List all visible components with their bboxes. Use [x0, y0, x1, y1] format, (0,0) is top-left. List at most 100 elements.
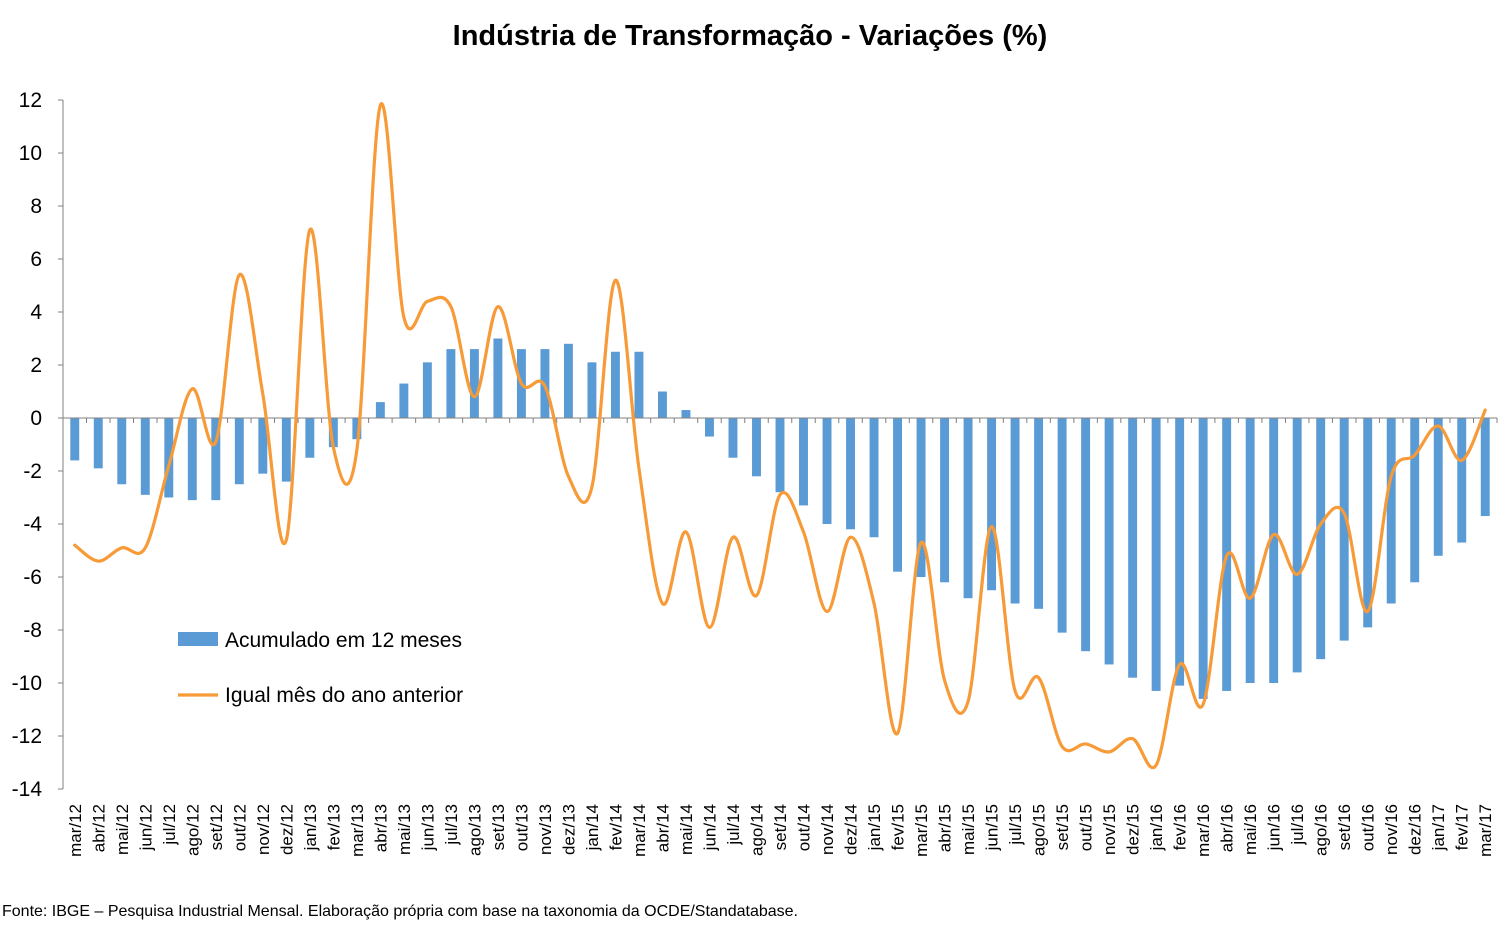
bar-jan/16	[1151, 418, 1161, 691]
bar-abr/12	[93, 418, 103, 469]
bar-set/12	[211, 418, 221, 501]
bar-mar/17	[1480, 418, 1490, 517]
y-tick-label: -10	[12, 672, 42, 695]
bar-jun/16	[1269, 418, 1279, 683]
y-tick-label: -12	[12, 725, 42, 748]
bar-jan/13	[305, 418, 315, 458]
chart-title: Indústria de Transformação - Variações (…	[452, 20, 1048, 52]
x-tick-label: abr/16	[1218, 804, 1237, 852]
x-tick-label: set/12	[207, 804, 226, 850]
bar-jan/14	[587, 362, 597, 418]
bar-jun/12	[140, 418, 150, 495]
x-tick-label: jun/16	[1265, 804, 1284, 851]
x-tick-label: ago/12	[183, 804, 202, 856]
y-tick-label: -14	[12, 778, 43, 801]
bar-dez/15	[1128, 418, 1138, 678]
y-axis-ticks: 12 10 8 6 4 2 0 -2 -4 -6 -8 -10 -12 -14	[12, 89, 63, 801]
x-tick-label: out/13	[512, 804, 531, 851]
legend-label-bars: Acumulado em 12 meses	[225, 629, 462, 652]
y-tick-label: -8	[23, 619, 42, 642]
bar-mai/16	[1245, 418, 1255, 683]
bar-fev/14	[610, 351, 620, 418]
bar-mai/14	[681, 410, 691, 418]
bar-fev/13	[328, 418, 338, 448]
y-tick-label: 12	[19, 89, 42, 112]
x-axis-ticks: mar/12 abr/12 mai/12 jun/12 jul/12 ago/12 set/…	[62, 418, 1498, 857]
bar-mar/13	[352, 418, 362, 440]
legend: Acumulado em 12 meses Igual mês do ano a…	[178, 629, 463, 707]
x-tick-label: set/15	[1053, 804, 1072, 850]
x-tick-label: ago/14	[747, 804, 766, 856]
x-tick-label: nov/15	[1100, 804, 1119, 855]
x-tick-label: jul/15	[1006, 804, 1025, 846]
x-tick-label: jun/13	[418, 804, 437, 851]
x-tick-label: jul/14	[724, 804, 743, 846]
x-tick-label: set/16	[1335, 804, 1354, 850]
x-tick-label: jan/16	[1147, 804, 1166, 851]
bar-jun/14	[705, 418, 714, 437]
bar-dez/13	[563, 343, 573, 418]
y-tick-label: 6	[30, 248, 42, 271]
bar-nov/15	[1104, 418, 1114, 665]
x-tick-label: ago/15	[1030, 804, 1049, 856]
bar-jul/13	[446, 349, 456, 418]
bar-mai/15	[963, 418, 973, 599]
y-tick-label: -2	[23, 460, 42, 483]
bar-ago/15	[1034, 418, 1044, 609]
x-tick-label: jul/13	[442, 804, 461, 846]
bar-jul/12	[164, 418, 174, 498]
x-tick-label: ago/13	[465, 804, 484, 856]
line-series	[73, 102, 1487, 770]
x-tick-label: mar/16	[1194, 804, 1213, 857]
x-tick-label: mai/12	[113, 804, 132, 855]
bar-set/14	[775, 418, 785, 493]
bar-ago/13	[469, 349, 479, 418]
bar-set/16	[1339, 418, 1349, 641]
x-tick-label: mar/13	[348, 804, 367, 857]
x-tick-label: ago/16	[1312, 804, 1331, 856]
x-tick-label: mar/14	[630, 804, 649, 857]
bar-abr/15	[940, 418, 950, 583]
source-note: Fonte: IBGE – Pesquisa Industrial Mensal…	[2, 903, 798, 920]
x-tick-label: fev/13	[324, 804, 343, 850]
bar-jul/15	[1010, 418, 1020, 604]
y-tick-label: 0	[30, 407, 42, 430]
x-tick-label: jun/15	[983, 804, 1002, 851]
x-tick-label: dez/14	[842, 804, 861, 855]
bar-fev/16	[1175, 418, 1185, 686]
bar-jul/14	[728, 418, 738, 458]
x-tick-label: mai/16	[1241, 804, 1260, 855]
bar-dez/14	[846, 418, 855, 530]
bar-fev/15	[893, 418, 903, 572]
y-tick-label: 10	[19, 142, 42, 165]
x-tick-label: mai/14	[677, 804, 696, 855]
bar-mar/14	[634, 351, 644, 418]
bar-set/15	[1057, 418, 1067, 633]
bar-out/12	[234, 418, 244, 485]
bar-nov/14	[822, 418, 832, 524]
x-tick-label: dez/13	[559, 804, 578, 855]
bar-nov/16	[1386, 418, 1396, 604]
x-tick-label: jun/12	[136, 804, 155, 851]
x-tick-label: mar/17	[1476, 804, 1495, 857]
bar-out/16	[1363, 418, 1373, 628]
x-tick-label: fev/14	[606, 804, 625, 850]
x-tick-label: abr/14	[653, 804, 672, 852]
bar-ago/14	[752, 418, 761, 477]
x-tick-label: mai/13	[395, 804, 414, 855]
bar-ago/16	[1316, 418, 1326, 660]
x-tick-label: out/16	[1359, 804, 1378, 851]
bar-nov/12	[258, 418, 268, 474]
x-tick-label: fev/15	[889, 804, 908, 850]
legend-swatch-bars	[178, 632, 218, 646]
x-tick-label: dez/16	[1406, 804, 1425, 855]
bar-jan/15	[869, 418, 879, 538]
x-tick-label: nov/12	[254, 804, 273, 855]
bar-out/14	[799, 418, 808, 506]
bar-jun/13	[422, 362, 432, 418]
bar-out/15	[1081, 418, 1091, 652]
bar-dez/16	[1410, 418, 1420, 583]
bar-mai/13	[399, 383, 409, 418]
x-tick-label: fev/17	[1453, 804, 1472, 850]
